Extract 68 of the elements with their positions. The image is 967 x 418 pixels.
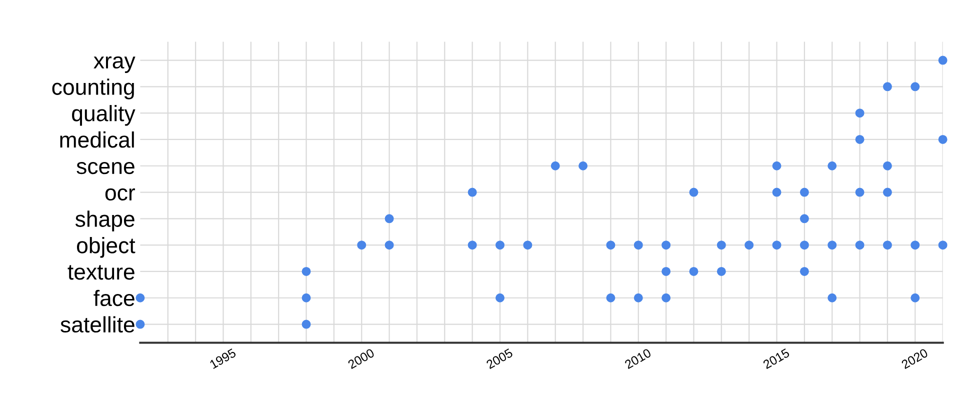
- point: [634, 293, 643, 302]
- point: [938, 134, 948, 144]
- point: [496, 293, 505, 302]
- point: [910, 82, 920, 92]
- point: [496, 240, 505, 250]
- point: [634, 240, 643, 250]
- point: [828, 293, 837, 302]
- y-tick-label: satellite: [60, 316, 134, 333]
- y-tick-label: object: [76, 237, 136, 258]
- point: [384, 240, 394, 250]
- y-tick-label: shape: [75, 210, 134, 232]
- point: [606, 293, 616, 302]
- point: [716, 240, 726, 250]
- y-tick-label: scene: [76, 162, 134, 174]
- point: [910, 240, 920, 250]
- point: [689, 266, 698, 276]
- x-tick-label: 1995: [209, 348, 237, 369]
- point: [606, 240, 616, 250]
- point: [136, 293, 145, 302]
- point: [910, 293, 920, 302]
- point: [828, 161, 837, 170]
- point: [662, 240, 671, 250]
- point: [772, 240, 782, 250]
- point: [882, 240, 892, 250]
- point: [468, 240, 477, 250]
- x-tick-label: 2005: [486, 348, 514, 370]
- point: [468, 188, 477, 197]
- point: [882, 161, 892, 170]
- point: [689, 188, 698, 197]
- point: [855, 240, 864, 250]
- point: [302, 266, 311, 276]
- y-tick-label: ocr: [105, 188, 135, 201]
- point: [136, 320, 145, 329]
- y-tick-label: counting: [52, 78, 134, 100]
- x-tick-label: 2010: [624, 348, 652, 370]
- point: [828, 240, 837, 250]
- point: [855, 134, 864, 144]
- point: [772, 161, 782, 170]
- point: [855, 188, 864, 197]
- point: [800, 240, 809, 250]
- point: [938, 240, 948, 250]
- point: [662, 266, 671, 276]
- x-tick-label: 2020: [900, 348, 928, 370]
- point: [523, 240, 532, 250]
- x-tick-label: 2000: [347, 348, 375, 370]
- y-tick-label: texture: [68, 265, 134, 280]
- point: [882, 188, 892, 197]
- point: [716, 266, 726, 276]
- y-tick-label: face: [94, 290, 134, 306]
- point: [938, 56, 948, 65]
- point: [302, 320, 311, 329]
- point: [384, 214, 394, 224]
- point: [578, 161, 588, 170]
- point: [800, 188, 809, 197]
- point: [855, 108, 864, 118]
- point: [800, 214, 809, 224]
- y-tick-label: quality: [72, 105, 136, 126]
- point: [550, 161, 560, 170]
- point: [744, 240, 754, 250]
- point: [772, 188, 782, 197]
- point: [662, 293, 671, 302]
- y-tick-label: medical: [60, 131, 134, 148]
- y-tick-label: xray: [94, 56, 136, 73]
- x-tick-label: 2015: [762, 348, 790, 370]
- point: [800, 266, 809, 276]
- point: [882, 82, 892, 92]
- point: [357, 240, 366, 250]
- point: [302, 293, 311, 302]
